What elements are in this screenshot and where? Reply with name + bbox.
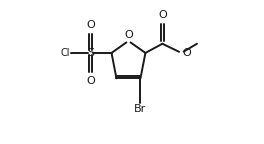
Text: Br: Br: [134, 104, 147, 114]
Text: O: O: [158, 11, 167, 20]
Text: O: O: [182, 48, 191, 58]
Text: S: S: [87, 48, 94, 58]
Text: O: O: [124, 30, 133, 40]
Text: Cl: Cl: [60, 48, 70, 58]
Text: O: O: [86, 20, 95, 30]
Text: O: O: [86, 76, 95, 86]
